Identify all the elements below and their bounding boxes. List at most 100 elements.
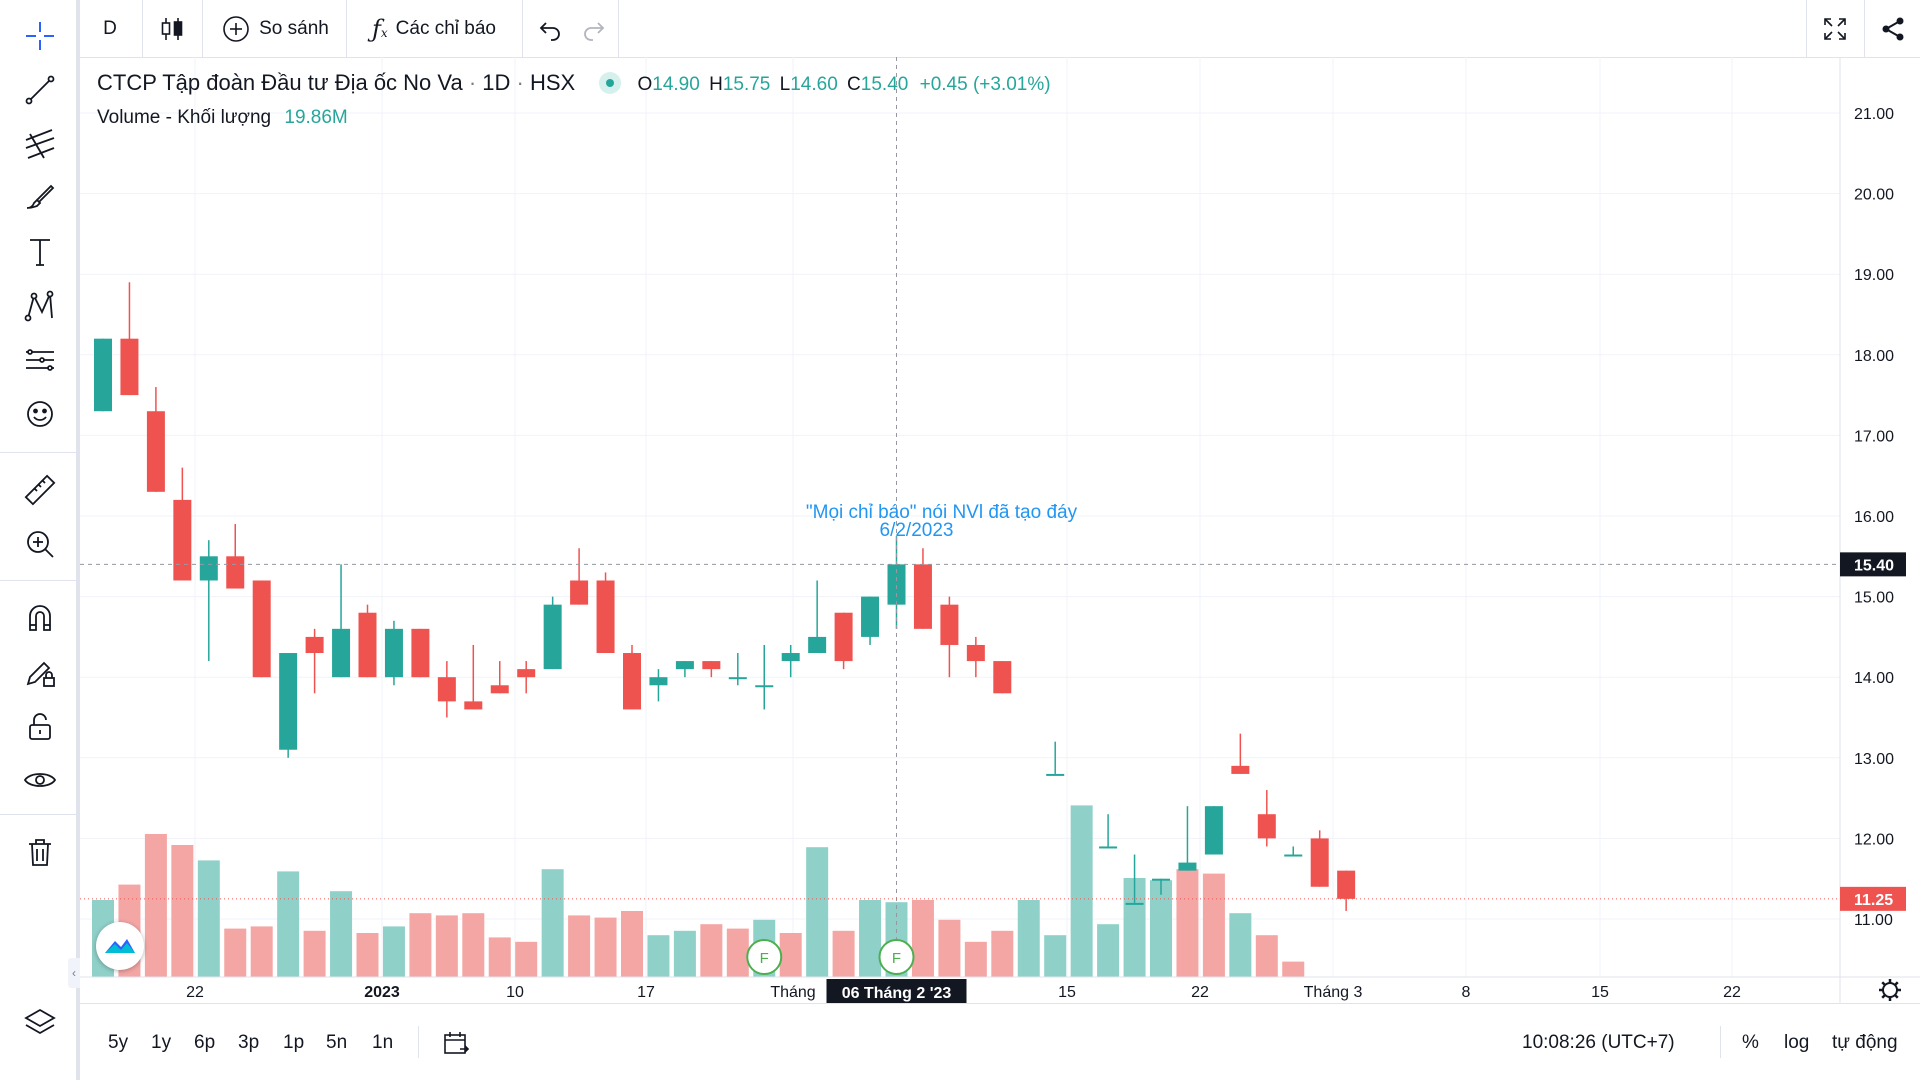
volume-bar	[594, 917, 617, 977]
calendar-icon	[444, 1031, 470, 1054]
range-1d-button[interactable]: 1n	[372, 1004, 393, 1081]
volume-bar	[277, 871, 300, 977]
drawing-toolbar	[0, 0, 80, 1080]
text-tool[interactable]	[18, 230, 62, 274]
range-1y-button[interactable]: 1y	[151, 1004, 171, 1081]
object-tree-tool[interactable]	[18, 1000, 62, 1044]
divider	[0, 814, 76, 815]
range-1m-button[interactable]: 1p	[283, 1004, 304, 1081]
divider	[0, 580, 76, 581]
legend-exchange: HSX	[529, 70, 576, 95]
draw-mode-tool[interactable]	[18, 650, 62, 694]
candle-body	[490, 685, 509, 694]
percent-label: %	[1742, 1031, 1759, 1053]
volume-bar	[991, 930, 1014, 977]
candle-body	[173, 499, 192, 581]
percent-scale-button[interactable]: %	[1742, 1004, 1759, 1081]
fullscreen-icon	[1824, 17, 1846, 40]
time-tick-label: 22	[1191, 984, 1209, 1001]
range-6m-button[interactable]: 6p	[194, 1004, 215, 1081]
candle-body	[623, 653, 641, 710]
brush-icon	[26, 184, 55, 209]
zoom-tool[interactable]	[18, 522, 62, 566]
range-5y-button[interactable]: 5y	[108, 1004, 128, 1081]
chart-overlay: "Mọi chỉ báo" nói NVl đã tạo đáy6/2/2023…	[80, 57, 1840, 977]
divider	[0, 452, 76, 453]
brush-tool[interactable]	[18, 176, 62, 220]
redo-button[interactable]	[572, 0, 616, 57]
candle-body	[596, 580, 615, 654]
pattern-tool[interactable]	[18, 284, 62, 328]
trend-line-tool[interactable]	[18, 68, 62, 112]
price-tick-label: 13.00	[1854, 751, 1894, 768]
last-price-box	[1840, 552, 1906, 577]
open-value: 14.90	[652, 74, 700, 95]
range-3m-button[interactable]: 3p	[238, 1004, 259, 1081]
gear-tooth	[1881, 994, 1886, 999]
price-tick-label: 17.00	[1854, 428, 1894, 445]
candle-body	[252, 580, 271, 678]
pattern-icon	[24, 290, 54, 322]
candle-body	[120, 338, 139, 396]
volume-bar	[462, 913, 485, 977]
symbol-name[interactable]: CTCP Tập đoàn Đầu tư Địa ốc No Va	[97, 70, 463, 95]
fullscreen-button[interactable]	[1812, 0, 1858, 57]
prediction-tool[interactable]	[18, 338, 62, 382]
candle-body	[199, 556, 218, 581]
log-scale-button[interactable]: log	[1784, 1004, 1809, 1081]
candle-body	[332, 628, 351, 678]
compare-button[interactable]: So sánh	[210, 0, 340, 57]
ruler-tool[interactable]	[18, 468, 62, 512]
emoji-tool[interactable]	[18, 392, 62, 436]
share-button[interactable]	[1870, 0, 1916, 57]
tradingview-logo[interactable]	[96, 922, 144, 970]
volume-label[interactable]: Volume - Khối lượng	[97, 107, 272, 128]
candle-body	[1125, 902, 1144, 905]
timezone-button[interactable]: 10:08:26 (UTC+7)	[1522, 1004, 1675, 1081]
log-label: log	[1784, 1031, 1810, 1053]
fib-tool[interactable]	[18, 122, 62, 166]
volume-bar	[488, 937, 511, 977]
time-axis[interactable]: 22 2023 10 17 Tháng 15 22 Tháng 3 8 15 22 06 Tháng …	[80, 976, 1920, 1003]
candle-body	[1284, 854, 1303, 857]
price-axis[interactable]: 21.00 20.00 19.00 18.00 17.00 16.00 15.00 14.00…	[1839, 57, 1906, 1003]
divider	[142, 0, 143, 57]
volume-bar	[1229, 913, 1252, 977]
time-tick-label: 2023	[364, 984, 400, 1001]
crosshair-icon	[26, 22, 54, 50]
grid	[80, 57, 1840, 977]
interval-button[interactable]: D	[80, 0, 140, 57]
date-range-button[interactable]	[442, 1004, 470, 1081]
trash-icon	[29, 839, 51, 866]
price-chart[interactable]: "Mọi chỉ báo" nói NVl đã tạo đáy6/2/2023…	[80, 57, 1920, 1003]
range-5d-button[interactable]: 5n	[326, 1004, 347, 1081]
divider	[1864, 0, 1865, 57]
chart-type-button[interactable]	[148, 0, 196, 57]
auto-scale-button[interactable]: tự động	[1832, 1004, 1898, 1081]
indicators-button[interactable]: ƒx Các chỉ báo	[354, 0, 514, 57]
time-tick-label: Tháng	[770, 984, 815, 1001]
gear-tooth	[1894, 994, 1899, 999]
compare-label: So sánh	[259, 17, 329, 39]
ruler-icon	[24, 474, 56, 506]
candle-body	[1257, 814, 1276, 839]
visibility-tool[interactable]	[18, 758, 62, 802]
remove-drawings-tool[interactable]	[18, 830, 62, 874]
symbol-legend: CTCP Tập đoàn Đầu tư Địa ốc No Va · 1D ·…	[97, 70, 1051, 95]
volume-bar	[197, 860, 220, 977]
top-toolbar: D So sánh ƒx Các chỉ báo	[0, 0, 1920, 58]
candle-body	[226, 556, 245, 589]
lock-tool[interactable]	[18, 704, 62, 748]
collapse-handle[interactable]: ‹	[68, 958, 80, 988]
volume-bar	[382, 926, 405, 977]
undo-button[interactable]	[528, 0, 572, 57]
volume-bar	[330, 891, 353, 977]
magnet-tool[interactable]	[18, 596, 62, 640]
crosshair-tool[interactable]	[18, 14, 62, 58]
candle-body	[543, 604, 562, 670]
candle-body	[728, 677, 747, 680]
event-marker	[746, 939, 783, 975]
volume-bar	[700, 924, 723, 977]
settings-gear-icon[interactable]	[1879, 979, 1901, 1001]
annotation-text: "Mọi chỉ báo" nói NVl đã tạo đáy	[806, 502, 1078, 523]
